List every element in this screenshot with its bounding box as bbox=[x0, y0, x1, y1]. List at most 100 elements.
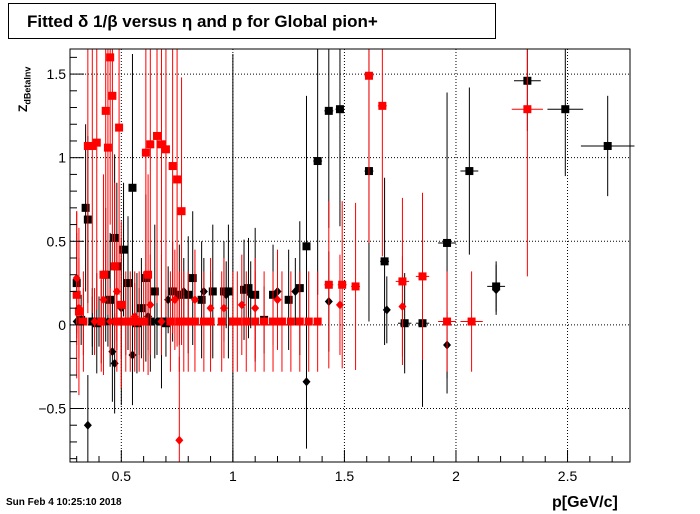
data-point-diamond bbox=[108, 347, 117, 357]
x-tick-label: 2.5 bbox=[558, 468, 578, 484]
red-series bbox=[72, 49, 543, 396]
data-point-diamond bbox=[190, 295, 199, 305]
data-point-square bbox=[304, 317, 313, 326]
data-point-square bbox=[101, 106, 110, 115]
data-point-square bbox=[269, 317, 278, 326]
data-point-square bbox=[188, 274, 197, 283]
data-point-square bbox=[244, 284, 253, 293]
y-tick-label: 0.5 bbox=[47, 233, 67, 249]
data-point-diamond bbox=[251, 303, 260, 313]
y-tick-label: 1 bbox=[58, 150, 66, 166]
data-point-diamond bbox=[398, 301, 407, 311]
data-point-square bbox=[208, 287, 217, 296]
data-point-square bbox=[157, 140, 166, 149]
data-point-square bbox=[284, 295, 293, 304]
data-point-square bbox=[83, 141, 92, 150]
data-point-square bbox=[88, 141, 97, 150]
data-point-square bbox=[150, 287, 159, 296]
data-point-diamond bbox=[219, 303, 228, 313]
data-point-square bbox=[128, 183, 137, 192]
data-point-square bbox=[295, 317, 304, 326]
data-point-square bbox=[351, 282, 360, 291]
data-point-square bbox=[139, 317, 148, 326]
data-point-square bbox=[286, 317, 295, 326]
data-point-square bbox=[161, 145, 170, 154]
data-point-square bbox=[173, 175, 182, 184]
data-point-diamond bbox=[157, 317, 166, 327]
data-point-square bbox=[465, 167, 474, 176]
data-point-square bbox=[443, 317, 452, 326]
data-point-square bbox=[242, 317, 251, 326]
data-point-diamond bbox=[99, 295, 108, 305]
data-point-square bbox=[199, 317, 208, 326]
data-point-diamond bbox=[170, 295, 179, 305]
data-point-square bbox=[179, 317, 188, 326]
data-point-square bbox=[103, 143, 112, 152]
data-point-square bbox=[124, 279, 133, 288]
data-point-square bbox=[144, 270, 153, 279]
timestamp: Sun Feb 4 10:25:10 2018 bbox=[6, 497, 122, 508]
grid-lines bbox=[70, 49, 630, 462]
data-point-square bbox=[97, 317, 106, 326]
data-point-square bbox=[117, 300, 126, 309]
data-point-square bbox=[197, 295, 206, 304]
data-point-square bbox=[110, 262, 119, 271]
data-point-square bbox=[378, 101, 387, 110]
data-point-diamond bbox=[175, 435, 184, 445]
data-point-square bbox=[313, 157, 322, 166]
data-point-square bbox=[603, 141, 612, 150]
data-point-square bbox=[137, 304, 146, 313]
data-point-square bbox=[228, 317, 237, 326]
title-box: Fitted δ 1/β versus η and p for Global p… bbox=[8, 3, 496, 39]
data-point-square bbox=[418, 272, 427, 281]
data-point-square bbox=[135, 317, 144, 326]
data-point-square bbox=[338, 280, 347, 289]
x-tick-label: 2 bbox=[452, 468, 460, 484]
x-tick-label: 1 bbox=[229, 468, 237, 484]
data-point-square bbox=[126, 317, 135, 326]
data-point-diamond bbox=[335, 300, 344, 310]
data-point-diamond bbox=[110, 358, 119, 368]
data-point-square bbox=[108, 91, 117, 100]
data-point-diamond bbox=[237, 300, 246, 310]
data-point-square bbox=[561, 105, 570, 114]
data-point-square bbox=[161, 319, 170, 328]
data-point-diamond bbox=[130, 312, 139, 322]
data-point-square bbox=[175, 317, 184, 326]
data-point-square bbox=[364, 71, 373, 80]
data-point-square bbox=[324, 280, 333, 289]
data-point-square bbox=[115, 123, 124, 132]
x-tick-label: 1.5 bbox=[335, 468, 355, 484]
data-point-square bbox=[443, 238, 452, 247]
red-series bbox=[72, 211, 407, 462]
data-point-diamond bbox=[291, 286, 300, 296]
data-point-square bbox=[168, 162, 177, 171]
data-point-square bbox=[260, 317, 269, 326]
data-series bbox=[72, 49, 635, 462]
data-point-square bbox=[153, 131, 162, 140]
y-axis-label-main: Z bbox=[16, 104, 30, 112]
data-point-square bbox=[106, 53, 115, 62]
data-point-diamond bbox=[74, 303, 83, 313]
data-point-square bbox=[233, 317, 242, 326]
data-point-diamond bbox=[83, 420, 92, 430]
data-point-square bbox=[324, 106, 333, 115]
x-axis-label: p[GeV/c] bbox=[552, 494, 618, 511]
data-point-diamond bbox=[106, 317, 115, 327]
y-axis-label: ZdBetaInv bbox=[16, 67, 32, 112]
data-point-diamond bbox=[302, 377, 311, 387]
data-point-square bbox=[119, 245, 128, 254]
data-point-diamond bbox=[128, 350, 137, 360]
data-point-square bbox=[146, 140, 155, 149]
data-point-diamond bbox=[246, 290, 255, 300]
data-point-square bbox=[184, 317, 193, 326]
data-point-square bbox=[523, 105, 532, 114]
data-point-diamond bbox=[153, 317, 162, 327]
y-tick-label: 1.5 bbox=[47, 66, 67, 82]
data-point-square bbox=[240, 285, 249, 294]
data-point-diamond bbox=[146, 300, 155, 310]
data-point-square bbox=[467, 317, 476, 326]
y-axis-label-sub: dBetaInv bbox=[22, 66, 33, 105]
data-point-diamond bbox=[273, 295, 282, 305]
